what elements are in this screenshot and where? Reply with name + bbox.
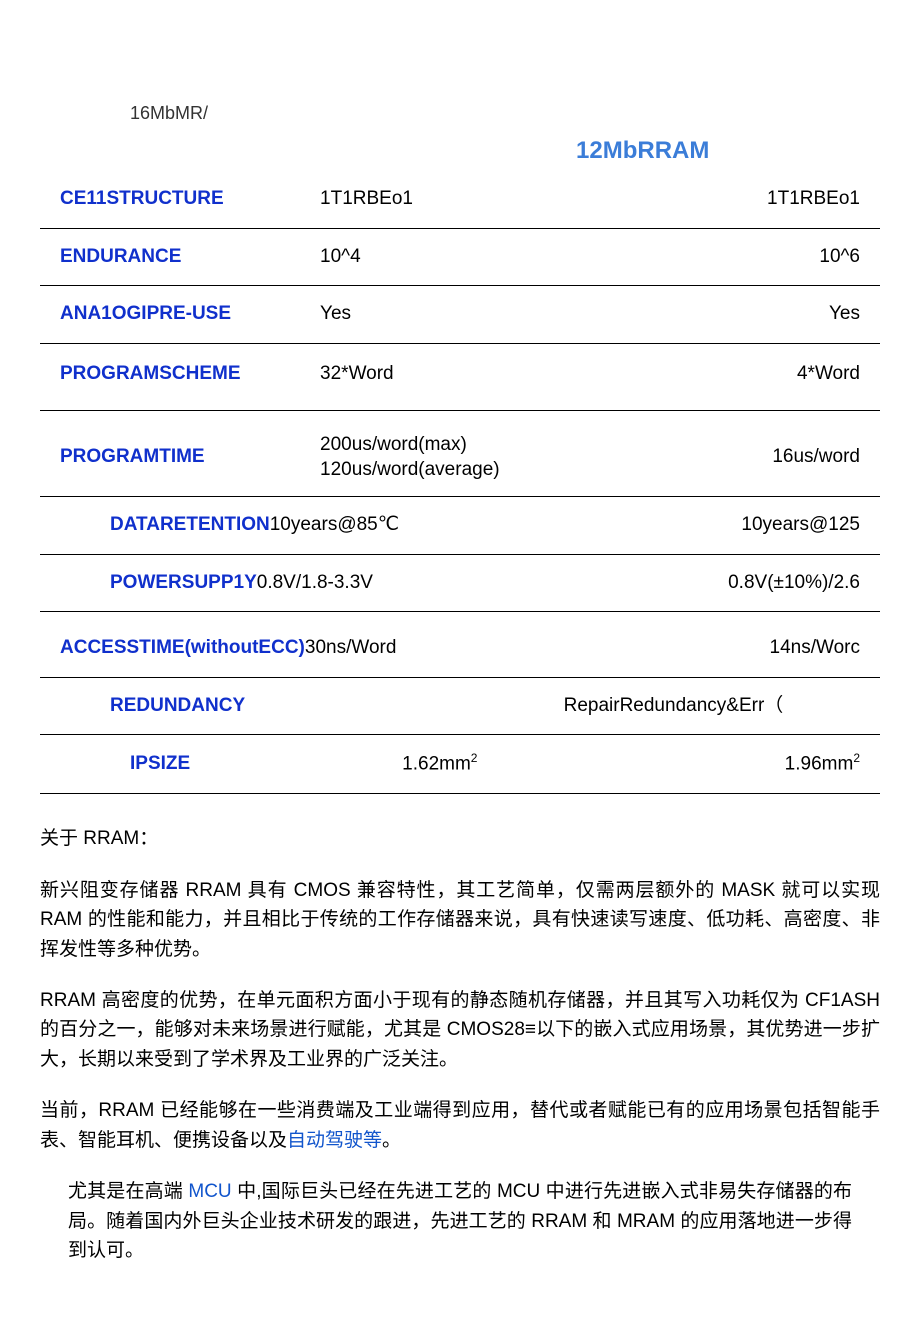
row-value-col2: 1.96mm2 — [564, 735, 880, 794]
row-value-col1 — [316, 677, 564, 735]
row-value-col1: 32*Word — [316, 343, 564, 411]
row-value-col2: 10^6 — [564, 228, 880, 286]
row-label: PROGRAMSCHEME — [40, 343, 316, 411]
row-label: IPSIZE — [40, 735, 316, 794]
link-text: MCU — [188, 1181, 231, 1202]
paragraph: 尤其是在高端 MCU 中,国际巨头已经在先进工艺的 MCU 中进行先进嵌入式非易… — [68, 1177, 852, 1265]
table-row: POWERSUPP1Y0.8V/1.8-3.3V 0.8V(±10%)/2.6 — [40, 554, 880, 612]
comparison-table: 12MbRRAM CE11STRUCTURE 1T1RBEo1 1T1RBEo1… — [40, 133, 880, 794]
paragraph: 当前，RRAM 已经能够在一些消费端及工业端得到应用，替代或者赋能已有的应用场景… — [40, 1096, 880, 1155]
table-row: DATARETENTION10years@85℃ 10years@125 — [40, 497, 880, 555]
row-label-inline: POWERSUPP1Y0.8V/1.8-3.3V — [40, 554, 564, 612]
paragraph: RRAM 高密度的优势，在单元面积方面小于现有的静态随机存储器，并且其写入功耗仅… — [40, 986, 880, 1074]
row-value-col2: 0.8V(±10%)/2.6 — [564, 554, 880, 612]
table-title: 12MbRRAM — [316, 133, 880, 171]
paragraph: 关于 RRAM： — [40, 824, 880, 853]
row-value-col1: 1.62mm2 — [316, 735, 564, 794]
link-text: 自动驾驶等 — [287, 1130, 382, 1151]
row-value-col2: 14ns/Worc — [564, 612, 880, 678]
table-row: CE11STRUCTURE 1T1RBEo1 1T1RBEo1 — [40, 171, 880, 228]
row-value-col1: 10^4 — [316, 228, 564, 286]
row-value-col2: 4*Word — [564, 343, 880, 411]
table-row: ACCESSTIME(withoutECC)30ns/Word 14ns/Wor… — [40, 612, 880, 678]
row-value-col1: 1T1RBEo1 — [316, 171, 564, 228]
body-text: 关于 RRAM： 新兴阻变存储器 RRAM 具有 CMOS 兼容特性，其工艺简单… — [40, 824, 880, 1265]
row-value-col2: Yes — [564, 286, 880, 344]
row-label: PROGRAMTIME — [40, 411, 316, 497]
row-label: ANA1OGIPRE-USE — [40, 286, 316, 344]
row-label-inline: ACCESSTIME(withoutECC)30ns/Word — [40, 612, 564, 678]
row-value-col2: RepairRedundancy&Err（ — [564, 677, 880, 735]
row-label-inline: DATARETENTION10years@85℃ — [40, 497, 564, 555]
row-label: ENDURANCE — [40, 228, 316, 286]
row-label: CE11STRUCTURE — [40, 171, 316, 228]
paragraph: 新兴阻变存储器 RRAM 具有 CMOS 兼容特性，其工艺简单，仅需两层额外的 … — [40, 876, 880, 964]
row-value-col1: 200us/word(max) 120us/word(average) — [316, 411, 564, 497]
row-value-col1: Yes — [316, 286, 564, 344]
table-row: ANA1OGIPRE-USE Yes Yes — [40, 286, 880, 344]
header-text: 16MbMR/ — [130, 100, 880, 127]
row-value-col2: 16us/word — [564, 411, 880, 497]
row-label: REDUNDANCY — [40, 677, 316, 735]
table-row: REDUNDANCY RepairRedundancy&Err（ — [40, 677, 880, 735]
table-row: IPSIZE 1.62mm2 1.96mm2 — [40, 735, 880, 794]
table-row: PROGRAMTIME 200us/word(max) 120us/word(a… — [40, 411, 880, 497]
row-value-col2: 10years@125 — [564, 497, 880, 555]
row-value-col2: 1T1RBEo1 — [564, 171, 880, 228]
table-row: ENDURANCE 10^4 10^6 — [40, 228, 880, 286]
table-row: PROGRAMSCHEME 32*Word 4*Word — [40, 343, 880, 411]
